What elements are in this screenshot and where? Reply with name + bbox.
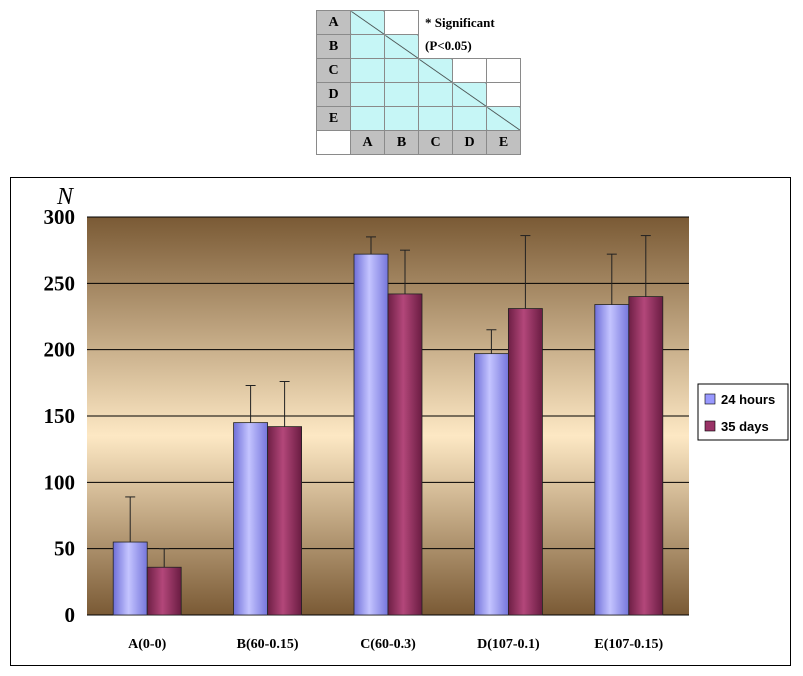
row-label-a: A bbox=[316, 10, 351, 35]
legend-swatch-24-hours bbox=[704, 393, 716, 405]
y-tick-label: 200 bbox=[44, 338, 76, 362]
y-tick-label: 0 bbox=[65, 603, 76, 627]
bar-35-days bbox=[146, 566, 182, 616]
bar-35-days bbox=[267, 426, 303, 616]
bar-chart: 0 50 100 150 200 250 300 A(0-0) B(60-0.15) C(60-… bbox=[44, 184, 789, 652]
x-category-label: D(107-0.1) bbox=[477, 637, 540, 652]
bar-35-days bbox=[387, 293, 423, 616]
y-tick-label: 250 bbox=[44, 271, 76, 295]
bar-24-hours bbox=[473, 353, 509, 616]
x-category-label: E(107-0.15) bbox=[594, 637, 663, 652]
chart-frame: 0 50 100 150 200 250 300 A(0-0) B(60-0.15) C(60-… bbox=[10, 177, 791, 666]
x-category-label: C(60-0.3) bbox=[360, 637, 416, 652]
y-tick-label: 50 bbox=[54, 537, 75, 561]
bar-35-days bbox=[628, 296, 664, 616]
x-category-label: A(0-0) bbox=[128, 637, 166, 652]
col-label-a: A bbox=[350, 130, 385, 155]
row-label-e: E bbox=[316, 106, 351, 131]
y-tick-label: 100 bbox=[44, 470, 76, 494]
col-label-b: B bbox=[384, 130, 419, 155]
p-value-note: (P<0.05) bbox=[425, 38, 472, 54]
row-label-b: B bbox=[316, 34, 351, 59]
bar-24-hours bbox=[594, 304, 630, 616]
col-label-c: C bbox=[418, 130, 453, 155]
bar-24-hours bbox=[233, 422, 269, 616]
y-axis-label: N bbox=[56, 184, 75, 210]
row-label-d: D bbox=[316, 82, 351, 107]
legend-label-24-hours: 24 hours bbox=[721, 392, 775, 407]
legend-swatch-35-days bbox=[704, 420, 716, 432]
bar-24-hours bbox=[353, 253, 389, 616]
diagonal-cell bbox=[384, 34, 419, 59]
y-tick-label: 300 bbox=[44, 205, 76, 229]
significance-note: * Significant bbox=[425, 14, 495, 30]
diagonal-cell bbox=[486, 106, 521, 131]
diagonal-cell bbox=[350, 10, 385, 35]
bar-24-hours bbox=[112, 541, 148, 616]
y-tick-label: 150 bbox=[44, 404, 76, 428]
legend-label-35-days: 35 days bbox=[721, 419, 769, 434]
diagonal-cell bbox=[452, 82, 487, 107]
bar-35-days bbox=[507, 308, 543, 616]
x-category-label: B(60-0.15) bbox=[237, 637, 299, 652]
legend: 24 hours 35 days bbox=[697, 383, 789, 441]
col-label-e: E bbox=[486, 130, 521, 155]
col-label-d: D bbox=[452, 130, 487, 155]
row-label-c: C bbox=[316, 58, 351, 83]
diagonal-cell bbox=[418, 58, 453, 83]
significance-table: A * Significant B (P<0.05) C D E A B bbox=[316, 10, 521, 155]
